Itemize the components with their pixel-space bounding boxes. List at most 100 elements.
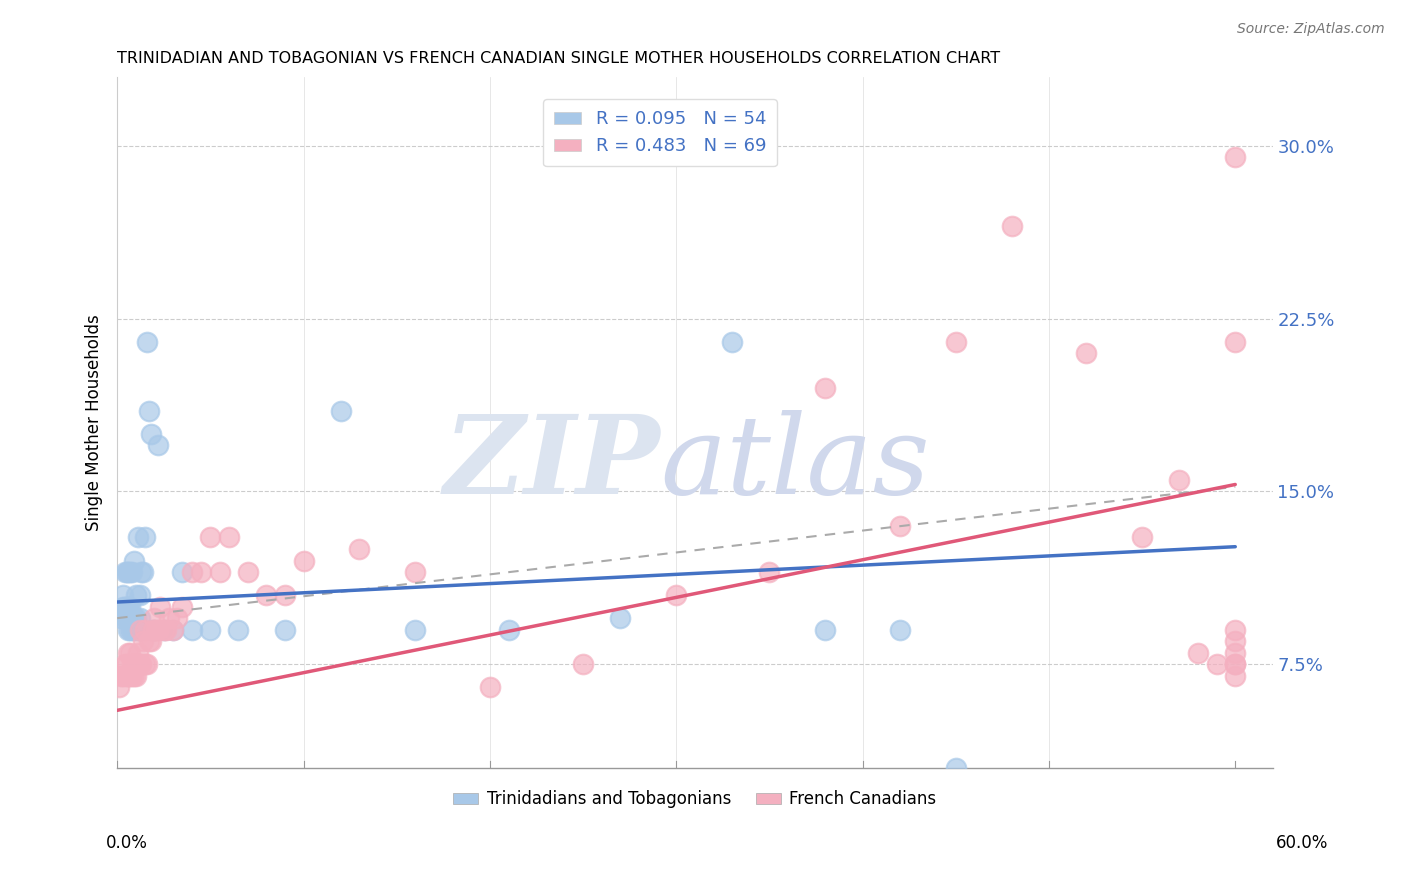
Text: atlas: atlas bbox=[661, 410, 929, 517]
Point bbox=[117, 623, 139, 637]
Text: 60.0%: 60.0% bbox=[1277, 834, 1329, 852]
Point bbox=[125, 657, 148, 672]
Point bbox=[274, 623, 297, 637]
Point bbox=[134, 657, 156, 672]
Point bbox=[115, 565, 138, 579]
Point bbox=[139, 426, 162, 441]
Point bbox=[127, 623, 149, 637]
Point bbox=[200, 623, 222, 637]
Point bbox=[172, 565, 194, 579]
Point bbox=[128, 623, 150, 637]
Point bbox=[143, 623, 166, 637]
Point bbox=[114, 657, 136, 672]
Point bbox=[128, 611, 150, 625]
Point bbox=[132, 565, 155, 579]
Point bbox=[120, 565, 142, 579]
Point bbox=[218, 531, 240, 545]
Point bbox=[110, 611, 132, 625]
Point bbox=[120, 669, 142, 683]
Point bbox=[114, 599, 136, 614]
Point bbox=[125, 669, 148, 683]
Point bbox=[758, 565, 780, 579]
Point bbox=[121, 565, 143, 579]
Point bbox=[127, 646, 149, 660]
Point bbox=[155, 623, 177, 637]
Point bbox=[609, 611, 631, 625]
Point bbox=[349, 541, 371, 556]
Point bbox=[128, 657, 150, 672]
Point bbox=[122, 669, 145, 683]
Point bbox=[139, 634, 162, 648]
Point bbox=[111, 599, 134, 614]
Point bbox=[110, 669, 132, 683]
Text: TRINIDADIAN AND TOBAGONIAN VS FRENCH CANADIAN SINGLE MOTHER HOUSEHOLDS CORRELATI: TRINIDADIAN AND TOBAGONIAN VS FRENCH CAN… bbox=[117, 51, 1000, 66]
Point bbox=[122, 623, 145, 637]
Point bbox=[111, 588, 134, 602]
Point bbox=[125, 611, 148, 625]
Text: 0.0%: 0.0% bbox=[105, 834, 148, 852]
Point bbox=[162, 623, 184, 637]
Text: ZIP: ZIP bbox=[443, 410, 661, 517]
Point bbox=[180, 565, 202, 579]
Point bbox=[122, 611, 145, 625]
Point bbox=[127, 531, 149, 545]
Point bbox=[121, 657, 143, 672]
Point bbox=[148, 438, 170, 452]
Point bbox=[200, 531, 222, 545]
Point bbox=[1076, 346, 1098, 360]
Point bbox=[120, 599, 142, 614]
Point bbox=[134, 531, 156, 545]
Point bbox=[1168, 473, 1191, 487]
Point bbox=[134, 623, 156, 637]
Point bbox=[1225, 669, 1247, 683]
Point bbox=[478, 680, 501, 694]
Point bbox=[404, 623, 426, 637]
Point bbox=[889, 519, 911, 533]
Point bbox=[128, 588, 150, 602]
Point bbox=[131, 565, 153, 579]
Point bbox=[148, 623, 170, 637]
Point bbox=[166, 611, 188, 625]
Point bbox=[132, 634, 155, 648]
Point bbox=[1225, 657, 1247, 672]
Legend: Trinidadians and Tobagonians, French Canadians: Trinidadians and Tobagonians, French Can… bbox=[447, 783, 943, 815]
Point bbox=[117, 565, 139, 579]
Point bbox=[1225, 150, 1247, 164]
Point bbox=[143, 611, 166, 625]
Point bbox=[498, 623, 520, 637]
Point bbox=[157, 611, 180, 625]
Point bbox=[120, 646, 142, 660]
Point bbox=[111, 669, 134, 683]
Point bbox=[152, 623, 174, 637]
Point bbox=[889, 623, 911, 637]
Point bbox=[172, 599, 194, 614]
Point bbox=[1225, 623, 1247, 637]
Point bbox=[121, 669, 143, 683]
Point bbox=[115, 657, 138, 672]
Point bbox=[108, 680, 131, 694]
Point bbox=[274, 588, 297, 602]
Point bbox=[162, 623, 184, 637]
Point bbox=[226, 623, 249, 637]
Point bbox=[120, 623, 142, 637]
Point bbox=[721, 334, 744, 349]
Point bbox=[117, 669, 139, 683]
Point bbox=[138, 403, 160, 417]
Point bbox=[125, 588, 148, 602]
Point bbox=[208, 565, 231, 579]
Point bbox=[329, 403, 352, 417]
Point bbox=[117, 646, 139, 660]
Point bbox=[1225, 646, 1247, 660]
Point bbox=[145, 623, 167, 637]
Point bbox=[945, 761, 967, 775]
Point bbox=[128, 623, 150, 637]
Point bbox=[1187, 646, 1209, 660]
Point bbox=[1225, 334, 1247, 349]
Point bbox=[814, 623, 837, 637]
Point bbox=[665, 588, 688, 602]
Point bbox=[404, 565, 426, 579]
Point bbox=[138, 634, 160, 648]
Point bbox=[1225, 634, 1247, 648]
Point bbox=[572, 657, 595, 672]
Point bbox=[121, 623, 143, 637]
